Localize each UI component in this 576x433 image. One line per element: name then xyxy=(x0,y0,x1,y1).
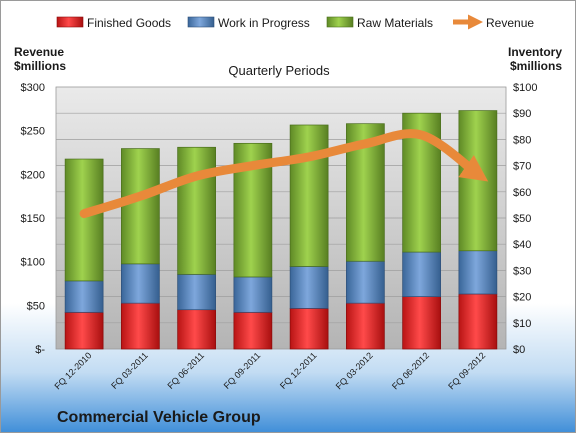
right-tick-label: $40 xyxy=(513,239,531,251)
revenue-line xyxy=(79,129,489,219)
right-tick-label: $10 xyxy=(513,318,531,330)
legend-swatch-raw-materials xyxy=(326,16,354,28)
left-tick-label: $50 xyxy=(27,300,45,312)
left-axis: $- $50 $100 $150 $200 $250 $300 xyxy=(21,82,46,356)
right-tick-label: $90 xyxy=(513,108,531,120)
left-tick-label: $250 xyxy=(21,126,45,138)
bar-raw-materials-fq-03-2011 xyxy=(121,148,160,265)
bar-raw-materials-fq-12-2011 xyxy=(289,124,329,267)
legend-label-finished-goods: Finished Goods xyxy=(87,16,171,30)
left-axis-label-line1: Revenue xyxy=(14,45,64,59)
right-axis: $0 $10 $20 $30 $40 $50 $60 $70 $80 $90 $100 xyxy=(513,82,537,356)
bar-raw-materials-fq-12-2010 xyxy=(64,158,104,282)
revenue-line-layer xyxy=(79,129,489,219)
left-tick-label: $- xyxy=(35,344,45,356)
bar-work-in-progress-fq-06-2012 xyxy=(402,251,441,297)
right-axis-label-line1: Inventory xyxy=(508,45,562,59)
right-tick-label: $80 xyxy=(513,134,531,146)
legend: Finished Goods Work in Progress Raw Mate… xyxy=(56,14,534,30)
left-tick-label: $100 xyxy=(21,257,45,269)
bar-work-in-progress-fq-12-2010 xyxy=(64,280,104,313)
legend-label-work-in-progress: Work in Progress xyxy=(218,16,310,30)
chart-title: Quarterly Periods xyxy=(228,63,330,78)
legend-swatch-work-in-progress xyxy=(187,16,215,28)
right-tick-label: $0 xyxy=(513,344,525,356)
bar-finished-goods-fq-12-2011 xyxy=(289,308,329,350)
bar-work-in-progress-fq-03-2011 xyxy=(121,263,160,304)
bar-raw-materials-fq-06-2011 xyxy=(177,146,216,275)
right-tick-label: $70 xyxy=(513,161,531,173)
bar-work-in-progress-fq-09-2011 xyxy=(233,276,273,313)
bar-finished-goods-fq-03-2011 xyxy=(121,302,160,350)
bar-finished-goods-fq-09-2011 xyxy=(233,311,273,350)
legend-item-raw-materials: Raw Materials xyxy=(326,16,433,30)
bar-finished-goods-fq-06-2012 xyxy=(402,296,441,350)
bar-finished-goods-fq-06-2011 xyxy=(177,309,216,350)
bar-finished-goods-fq-12-2010 xyxy=(64,311,104,350)
right-tick-label: $50 xyxy=(513,213,531,225)
legend-label-raw-materials: Raw Materials xyxy=(357,16,433,30)
left-tick-label: $300 xyxy=(21,82,45,94)
right-tick-label: $30 xyxy=(513,265,531,277)
bar-work-in-progress-fq-12-2011 xyxy=(289,266,329,309)
right-axis-label-line2: $millions xyxy=(510,59,562,73)
bar-raw-materials-fq-09-2012 xyxy=(458,110,498,252)
legend-item-work-in-progress: Work in Progress xyxy=(187,16,310,30)
legend-item-revenue: Revenue xyxy=(453,14,534,30)
company-name: Commercial Vehicle Group xyxy=(57,409,261,426)
legend-label-revenue: Revenue xyxy=(486,16,534,30)
bar-work-in-progress-fq-03-2012 xyxy=(346,260,385,304)
right-tick-label: $100 xyxy=(513,82,537,94)
left-axis-label-line2: $millions xyxy=(14,59,66,73)
right-tick-label: $20 xyxy=(513,292,531,304)
bar-finished-goods-fq-03-2012 xyxy=(346,302,385,350)
left-tick-label: $150 xyxy=(21,213,45,225)
bar-work-in-progress-fq-09-2012 xyxy=(458,250,498,295)
left-tick-label: $200 xyxy=(21,169,45,181)
right-tick-label: $60 xyxy=(513,187,531,199)
bar-work-in-progress-fq-06-2011 xyxy=(177,273,216,311)
legend-swatch-finished-goods xyxy=(56,16,84,28)
bar-finished-goods-fq-09-2012 xyxy=(458,293,498,350)
legend-item-finished-goods: Finished Goods xyxy=(56,16,171,30)
